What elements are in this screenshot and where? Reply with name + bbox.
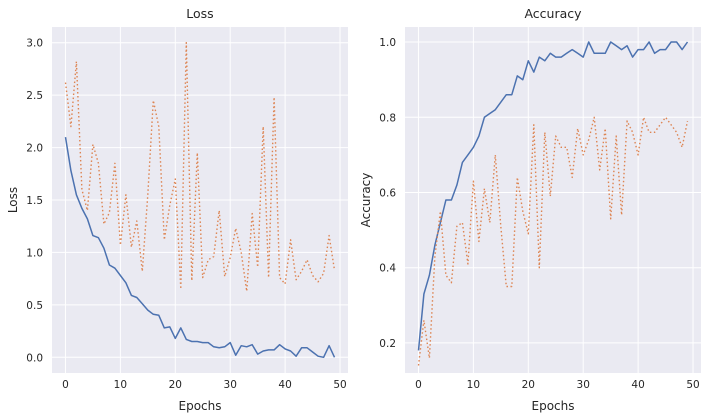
- accuracy-x-tick-label: 20: [522, 379, 535, 391]
- loss-solid-series-line: [64, 136, 336, 359]
- accuracy-title: Accuracy: [524, 6, 582, 21]
- accuracy-x-tick-label: 0: [415, 379, 422, 391]
- accuracy-y-tick-label: 0.2: [379, 338, 396, 350]
- loss-x-tick-label: 30: [224, 379, 237, 391]
- accuracy-y-axis-label: Accuracy: [359, 173, 373, 228]
- accuracy-y-ticks: 0.2 0.4 0.6 0.8 1.0: [379, 37, 396, 350]
- loss-subplot: 0 10 20 30 40 50 0.0 0.5 1.0 1.5 2.0 2.5 3.0 Loss E…: [6, 6, 348, 413]
- accuracy-y-tick-label: 0.4: [379, 263, 396, 275]
- loss-series: [64, 42, 336, 359]
- loss-y-tick-label: 0.0: [26, 352, 43, 364]
- loss-y-tick-label: 3.0: [26, 38, 43, 50]
- loss-y-tick-label: 0.5: [26, 300, 43, 312]
- loss-title: Loss: [186, 6, 213, 21]
- accuracy-x-tick-label: 50: [686, 379, 699, 391]
- accuracy-plot-area: [405, 27, 701, 373]
- loss-y-ticks: 0.0 0.5 1.0 1.5 2.0 2.5 3.0: [26, 38, 43, 365]
- loss-x-tick-label: 40: [278, 379, 291, 391]
- loss-x-tick-label: 10: [114, 379, 127, 391]
- accuracy-y-tick-label: 0.6: [379, 187, 396, 199]
- accuracy-dotted-series-line: [417, 116, 689, 366]
- accuracy-solid-series-line: [417, 41, 689, 351]
- loss-y-tick-label: 2.0: [26, 143, 43, 155]
- accuracy-subplot: 0 10 20 30 40 50 0.2 0.4 0.6 0.8 1.0 Accuracy Epo…: [359, 6, 701, 413]
- loss-gridlines: [52, 27, 348, 373]
- loss-y-axis-label: Loss: [6, 187, 20, 213]
- loss-x-tick-label: 0: [62, 379, 69, 391]
- accuracy-x-tick-label: 30: [577, 379, 590, 391]
- accuracy-x-axis-label: Epochs: [532, 399, 575, 413]
- accuracy-series: [417, 41, 689, 366]
- accuracy-x-tick-label: 10: [467, 379, 480, 391]
- accuracy-x-tick-label: 40: [631, 379, 644, 391]
- loss-y-tick-label: 2.5: [26, 90, 43, 102]
- loss-y-tick-label: 1.5: [26, 195, 43, 207]
- loss-x-tick-label: 20: [169, 379, 182, 391]
- loss-x-ticks: 0 10 20 30 40 50: [62, 379, 347, 391]
- loss-y-tick-label: 1.0: [26, 247, 43, 259]
- accuracy-y-tick-label: 1.0: [379, 37, 396, 49]
- accuracy-y-tick-label: 0.8: [379, 112, 396, 124]
- accuracy-gridlines: [405, 27, 701, 373]
- loss-dotted-series-line: [64, 42, 336, 292]
- loss-x-tick-label: 50: [333, 379, 346, 391]
- accuracy-x-ticks: 0 10 20 30 40 50: [415, 379, 700, 391]
- loss-x-axis-label: Epochs: [179, 399, 222, 413]
